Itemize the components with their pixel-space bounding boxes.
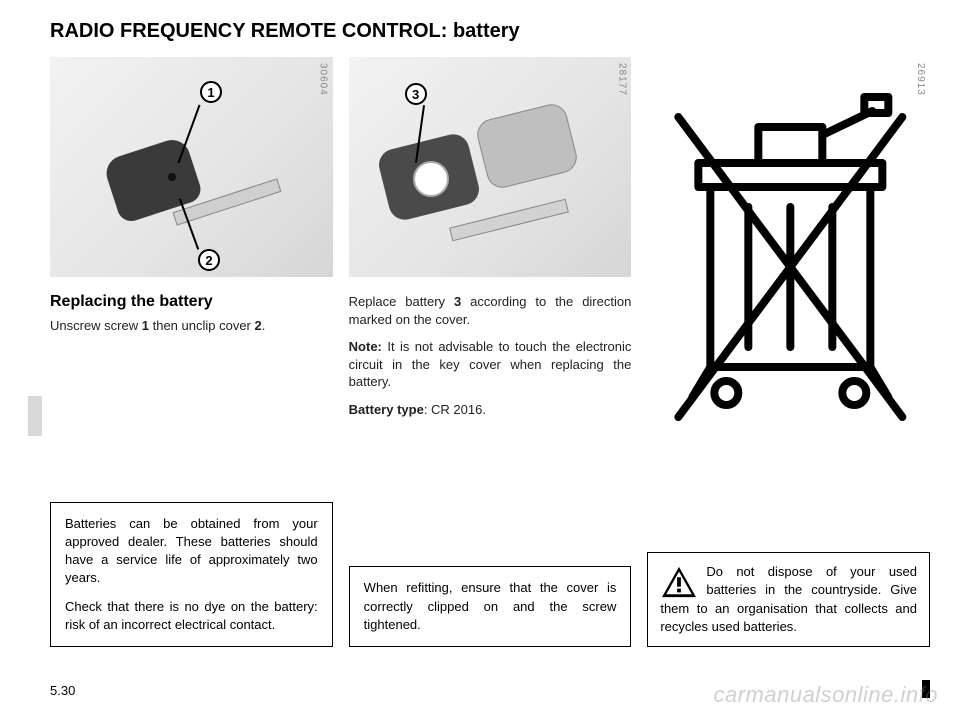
- figure-key-open: 28177 3: [349, 57, 632, 277]
- page-title: RADIO FREQUENCY REMOTE CONTROL: battery: [50, 20, 930, 43]
- content-columns: 30604 1 2 Replacing the battery Unscrew …: [50, 57, 930, 647]
- info-box-batteries: Batteries can be obtained from your appr…: [50, 502, 333, 647]
- warning-box: Do not dispose of your used batteries in…: [647, 552, 930, 647]
- figure-code: 28177: [616, 63, 627, 96]
- page-number: 5.30: [50, 683, 75, 698]
- column-2: 28177 3 Replace battery 3 according to t…: [349, 57, 632, 647]
- column-1: 30604 1 2 Replacing the battery Unscrew …: [50, 57, 333, 647]
- column-3: 26913: [647, 57, 930, 647]
- side-tab: [28, 396, 42, 436]
- figure-code: 26913: [915, 63, 926, 96]
- info-box-p2: Check that there is no dye on the batter…: [65, 598, 318, 634]
- crossed-bin-icon: [647, 57, 930, 457]
- ref-2: 2: [255, 318, 262, 333]
- ref-3: 3: [454, 294, 461, 309]
- ref-1: 1: [142, 318, 149, 333]
- section-text: Unscrew screw 1 then unclip cover 2.: [50, 317, 333, 335]
- callout-3: 3: [405, 83, 427, 105]
- note-label: Note:: [349, 339, 382, 354]
- battery-type-label: Battery type: [349, 402, 424, 417]
- figure-no-dispose: 26913: [647, 57, 930, 457]
- battery-slot-shape: [413, 161, 449, 197]
- screw-dot: [168, 173, 176, 181]
- note-text: Note: It is not advisable to touch the e…: [349, 338, 632, 391]
- callout-2: 2: [198, 249, 220, 271]
- spacer: [349, 277, 632, 293]
- info-box-refit: When refitting, ensure that the cover is…: [349, 566, 632, 647]
- info-box-p1: Batteries can be obtained from your appr…: [65, 515, 318, 588]
- figure-key-screw: 30604 1 2: [50, 57, 333, 277]
- spacer: [50, 335, 333, 502]
- key-cover-shape: [474, 101, 580, 191]
- warning-text: Do not dispose of your used batteries in…: [660, 564, 917, 634]
- figure-code: 30604: [318, 63, 329, 96]
- warning-triangle-icon: [660, 565, 698, 599]
- key-blade-shape: [449, 199, 569, 242]
- footer-tab: [922, 680, 930, 698]
- section-heading: Replacing the battery: [50, 293, 333, 311]
- battery-type-text: Battery type: CR 2016.: [349, 401, 632, 419]
- battery-type-value: : CR 2016.: [424, 402, 486, 417]
- callout-1: 1: [200, 81, 222, 103]
- note-body: It is not advisable to touch the electro…: [349, 339, 632, 389]
- replace-text: Replace battery 3 according to the direc…: [349, 293, 632, 328]
- watermark: carmanualsonline.info: [713, 682, 938, 708]
